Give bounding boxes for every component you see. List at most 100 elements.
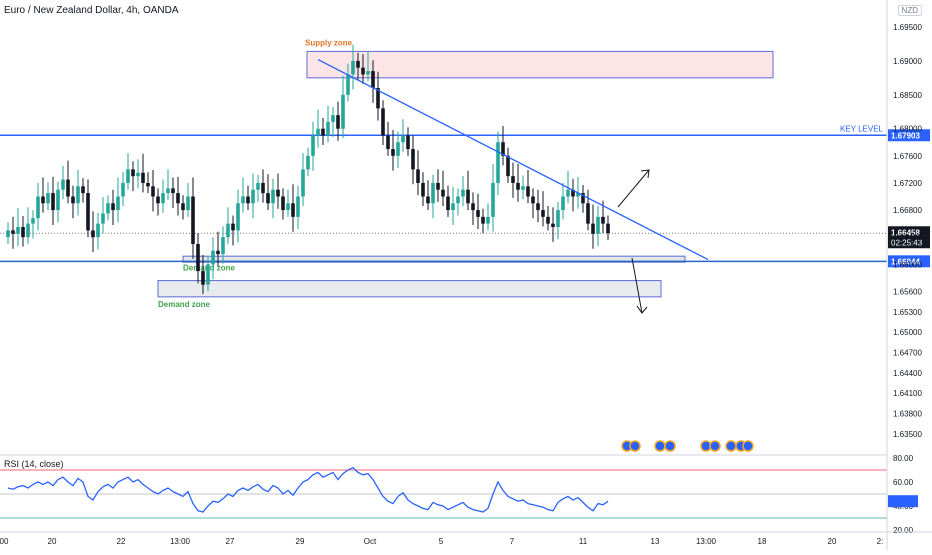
candle-body [606,223,610,234]
demand-zone-label: Demand zone [158,300,211,309]
candle-body [511,176,515,183]
time-tick-label: 18 [758,537,767,546]
candle-body [361,67,365,75]
candle-body [551,223,555,228]
supply-zone-label: Supply zone [305,38,353,47]
candle-body [251,189,255,204]
candle-body [246,196,250,204]
time-tick-label: 27 [226,537,235,546]
candle-body [601,216,605,224]
support-level-price-text: 1.66044 [891,257,920,266]
bullish-arrowhead [640,169,650,179]
key-level-price-tag [888,129,930,142]
candle-body [476,210,480,217]
candle-body [206,264,210,285]
price-tick-label: 1.69000 [893,57,922,66]
candle-body [371,71,375,89]
candle-body [541,210,545,217]
candle-body [41,196,45,204]
rsi-title: RSI (14, close) [4,459,64,469]
time-tick-label: 29 [296,537,305,546]
currency-badge[interactable]: NZD [897,5,922,16]
candle-body [241,196,245,204]
candle-body [276,189,280,197]
candle-body [516,182,520,190]
price-tick-label: 1.66000 [893,260,922,269]
candle-body [81,186,85,194]
candle-body [346,74,350,95]
time-tick-label: 5 [439,537,444,546]
candle-body [576,193,580,197]
current-price-tag [888,226,930,249]
candle-body [261,182,265,194]
candle-body [31,218,35,224]
candle-body [316,128,320,136]
bullish-arrow [617,169,650,208]
price-tick-label: 1.65000 [893,328,922,337]
candle-body [141,172,145,183]
candle-body [376,88,380,109]
candle-body [156,196,160,204]
event-marker [654,440,666,452]
candle-body [566,189,570,197]
candle-body [231,223,235,231]
current-price-text: 1.66458 [891,228,920,237]
chart-title: Euro / New Zealand Dollar, 4h, OANDA [4,5,179,16]
candle-body [11,230,15,234]
candle-body [216,250,220,255]
candle-body [366,71,370,75]
candle-body [426,196,430,204]
candle-body [221,237,225,255]
candle-body [486,216,490,224]
event-marker [742,440,754,452]
key-level-label: KEY LEVEL [840,124,884,133]
candle-body [471,203,475,211]
candle-body [86,193,90,231]
candle-body [391,149,395,156]
candle-body [446,196,450,211]
time-tick-label: 7 [510,537,515,546]
candle-body [171,188,175,194]
candle-body [96,223,100,238]
time-tick-label: 11 [579,537,588,546]
price-tick-label: 1.64700 [893,348,922,357]
time-tick-label: 13:00 [696,537,717,546]
support-level-price-tag [888,255,930,268]
candle-body [461,189,465,197]
candle-body [116,196,120,211]
candle-body [101,213,105,224]
candle-body [301,169,305,197]
candle-body [561,196,565,211]
event-marker [664,440,676,452]
candle-body [146,182,150,187]
candle-body [556,210,560,228]
candle-body [111,203,115,211]
rsi-current-tag [888,495,918,508]
candle-body [456,196,460,204]
candle-body [71,196,75,204]
candle-body [21,227,25,238]
countdown-text: 02:25:43 [891,238,923,247]
candle-body [271,189,275,204]
candle-body [581,193,585,204]
candle-body [341,94,345,129]
demand-zone-box [157,280,662,298]
candle-body [26,223,30,238]
candle-body [331,115,335,122]
candle-body [441,189,445,197]
candle-body [506,155,510,177]
price-tick-label: 1.66400 [893,233,922,242]
supply-zone-box [306,50,774,79]
candle-body [421,182,425,197]
rsi-tick-label: 80.00 [893,454,914,463]
candle-body [531,196,535,204]
candle-body [181,203,185,211]
candle-body [466,189,470,204]
candle-body [436,182,440,190]
candle-body [211,250,215,265]
candle-body [521,186,525,190]
rsi-tick-label: 20.00 [893,526,914,535]
candle-body [106,203,110,214]
price-tick-label: 1.64100 [893,389,922,398]
